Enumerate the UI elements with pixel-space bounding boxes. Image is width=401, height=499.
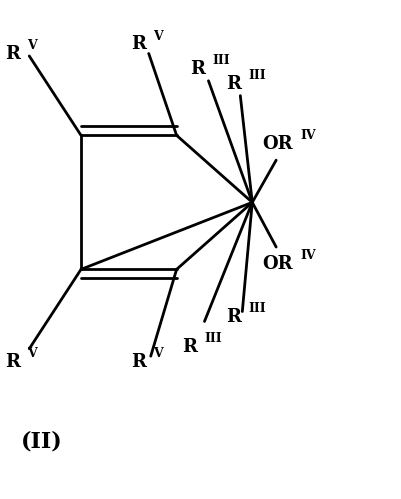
Text: III: III: [205, 332, 222, 345]
Text: V: V: [153, 29, 162, 42]
Text: IV: IV: [300, 129, 316, 142]
Text: V: V: [27, 39, 37, 52]
Text: III: III: [248, 302, 266, 315]
Text: R: R: [182, 338, 198, 356]
Text: (II): (II): [21, 431, 63, 453]
Text: IV: IV: [300, 250, 316, 262]
Text: OR: OR: [262, 255, 293, 273]
Text: III: III: [248, 69, 266, 82]
Text: R: R: [5, 45, 20, 63]
Text: R: R: [227, 308, 241, 326]
Text: V: V: [153, 347, 162, 360]
Text: R: R: [131, 35, 146, 53]
Text: III: III: [213, 54, 230, 67]
Text: R: R: [227, 75, 241, 93]
Text: R: R: [5, 353, 20, 371]
Text: R: R: [190, 60, 206, 78]
Text: OR: OR: [262, 135, 293, 153]
Text: R: R: [131, 353, 146, 371]
Text: V: V: [27, 347, 37, 360]
